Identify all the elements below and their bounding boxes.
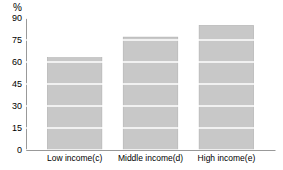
x-tick-label: High income(e): [198, 153, 256, 163]
x-tick: Low income(c): [47, 150, 102, 163]
x-tick-label: Low income(c): [47, 153, 102, 163]
grid-line: [26, 18, 275, 19]
grid-line: [26, 127, 275, 129]
x-tick-label: Middle income(d): [118, 153, 183, 163]
y-tick: 30: [12, 101, 26, 111]
y-tick-label: 60: [12, 57, 22, 67]
x-axis: Low income(c) Middle income(d) High income…: [27, 150, 276, 163]
grid-line: [26, 61, 275, 63]
grid-line: [26, 149, 275, 150]
x-tick: High income(e): [198, 150, 256, 163]
chart: 0 15 30 45 60 75 90 Low income(c) Middle income(…: [0, 0, 283, 170]
y-tick-label: 90: [12, 13, 22, 23]
y-tick-label: 45: [12, 79, 22, 89]
grid-line: [26, 83, 275, 85]
bar: [199, 25, 254, 150]
marks: [26, 18, 275, 150]
bar: [123, 37, 178, 150]
y-tick-label: 0: [17, 145, 22, 155]
y-tick: 75: [12, 35, 26, 45]
grid-line: [26, 105, 275, 107]
y-tick-label: 30: [12, 101, 22, 111]
y-tick: 0: [17, 145, 26, 155]
x-axis-line: [27, 150, 276, 151]
y-axis: 0 15 30 45 60 75 90: [12, 13, 27, 155]
y-axis-label: %: [13, 2, 22, 13]
grid-line: [26, 39, 275, 41]
bar: [47, 58, 102, 150]
y-tick: 15: [12, 123, 26, 133]
x-tick: Middle income(d): [118, 150, 183, 163]
y-tick: 45: [12, 79, 26, 89]
y-tick: 60: [12, 57, 26, 67]
y-tick-label: 15: [12, 123, 22, 133]
y-tick: 90: [12, 13, 26, 23]
y-tick-label: 75: [12, 35, 22, 45]
plot: 0 15 30 45 60 75 90 Low income(c) Middle income(…: [12, 13, 276, 163]
